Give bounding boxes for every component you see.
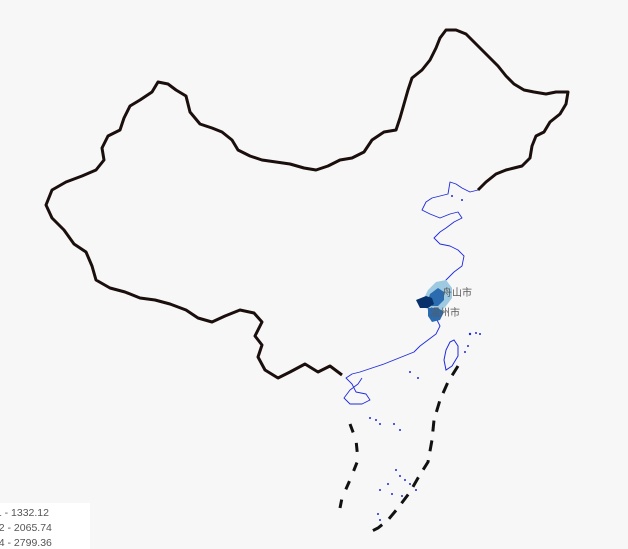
legend: 51 - 1332.12 .12 - 2065.74 .74 - 2799.36 <box>0 503 90 549</box>
islands <box>369 195 481 521</box>
region-mid-south[interactable] <box>428 308 444 322</box>
highlighted-province[interactable] <box>416 280 452 322</box>
maritime-boundary-dashed <box>369 365 460 534</box>
legend-item-label: .74 - 2799.36 <box>0 537 52 549</box>
city-label-wenzhou: 温州市 <box>430 306 460 319</box>
national-border <box>44 28 570 380</box>
legend-item[interactable]: .12 - 2065.74 <box>0 521 90 536</box>
legend-item[interactable]: .74 - 2799.36 <box>0 536 90 549</box>
taiwan-outline <box>443 339 459 371</box>
maritime-boundary-dashed-west <box>338 423 360 509</box>
region-dark[interactable] <box>416 296 434 308</box>
legend-item-label: .12 - 2065.74 <box>0 522 52 534</box>
legend-item-label: 51 - 1332.12 <box>0 507 49 519</box>
city-label-zhoushan: 舟山市 <box>442 286 472 299</box>
legend-item[interactable]: 51 - 1332.12 <box>0 506 90 521</box>
